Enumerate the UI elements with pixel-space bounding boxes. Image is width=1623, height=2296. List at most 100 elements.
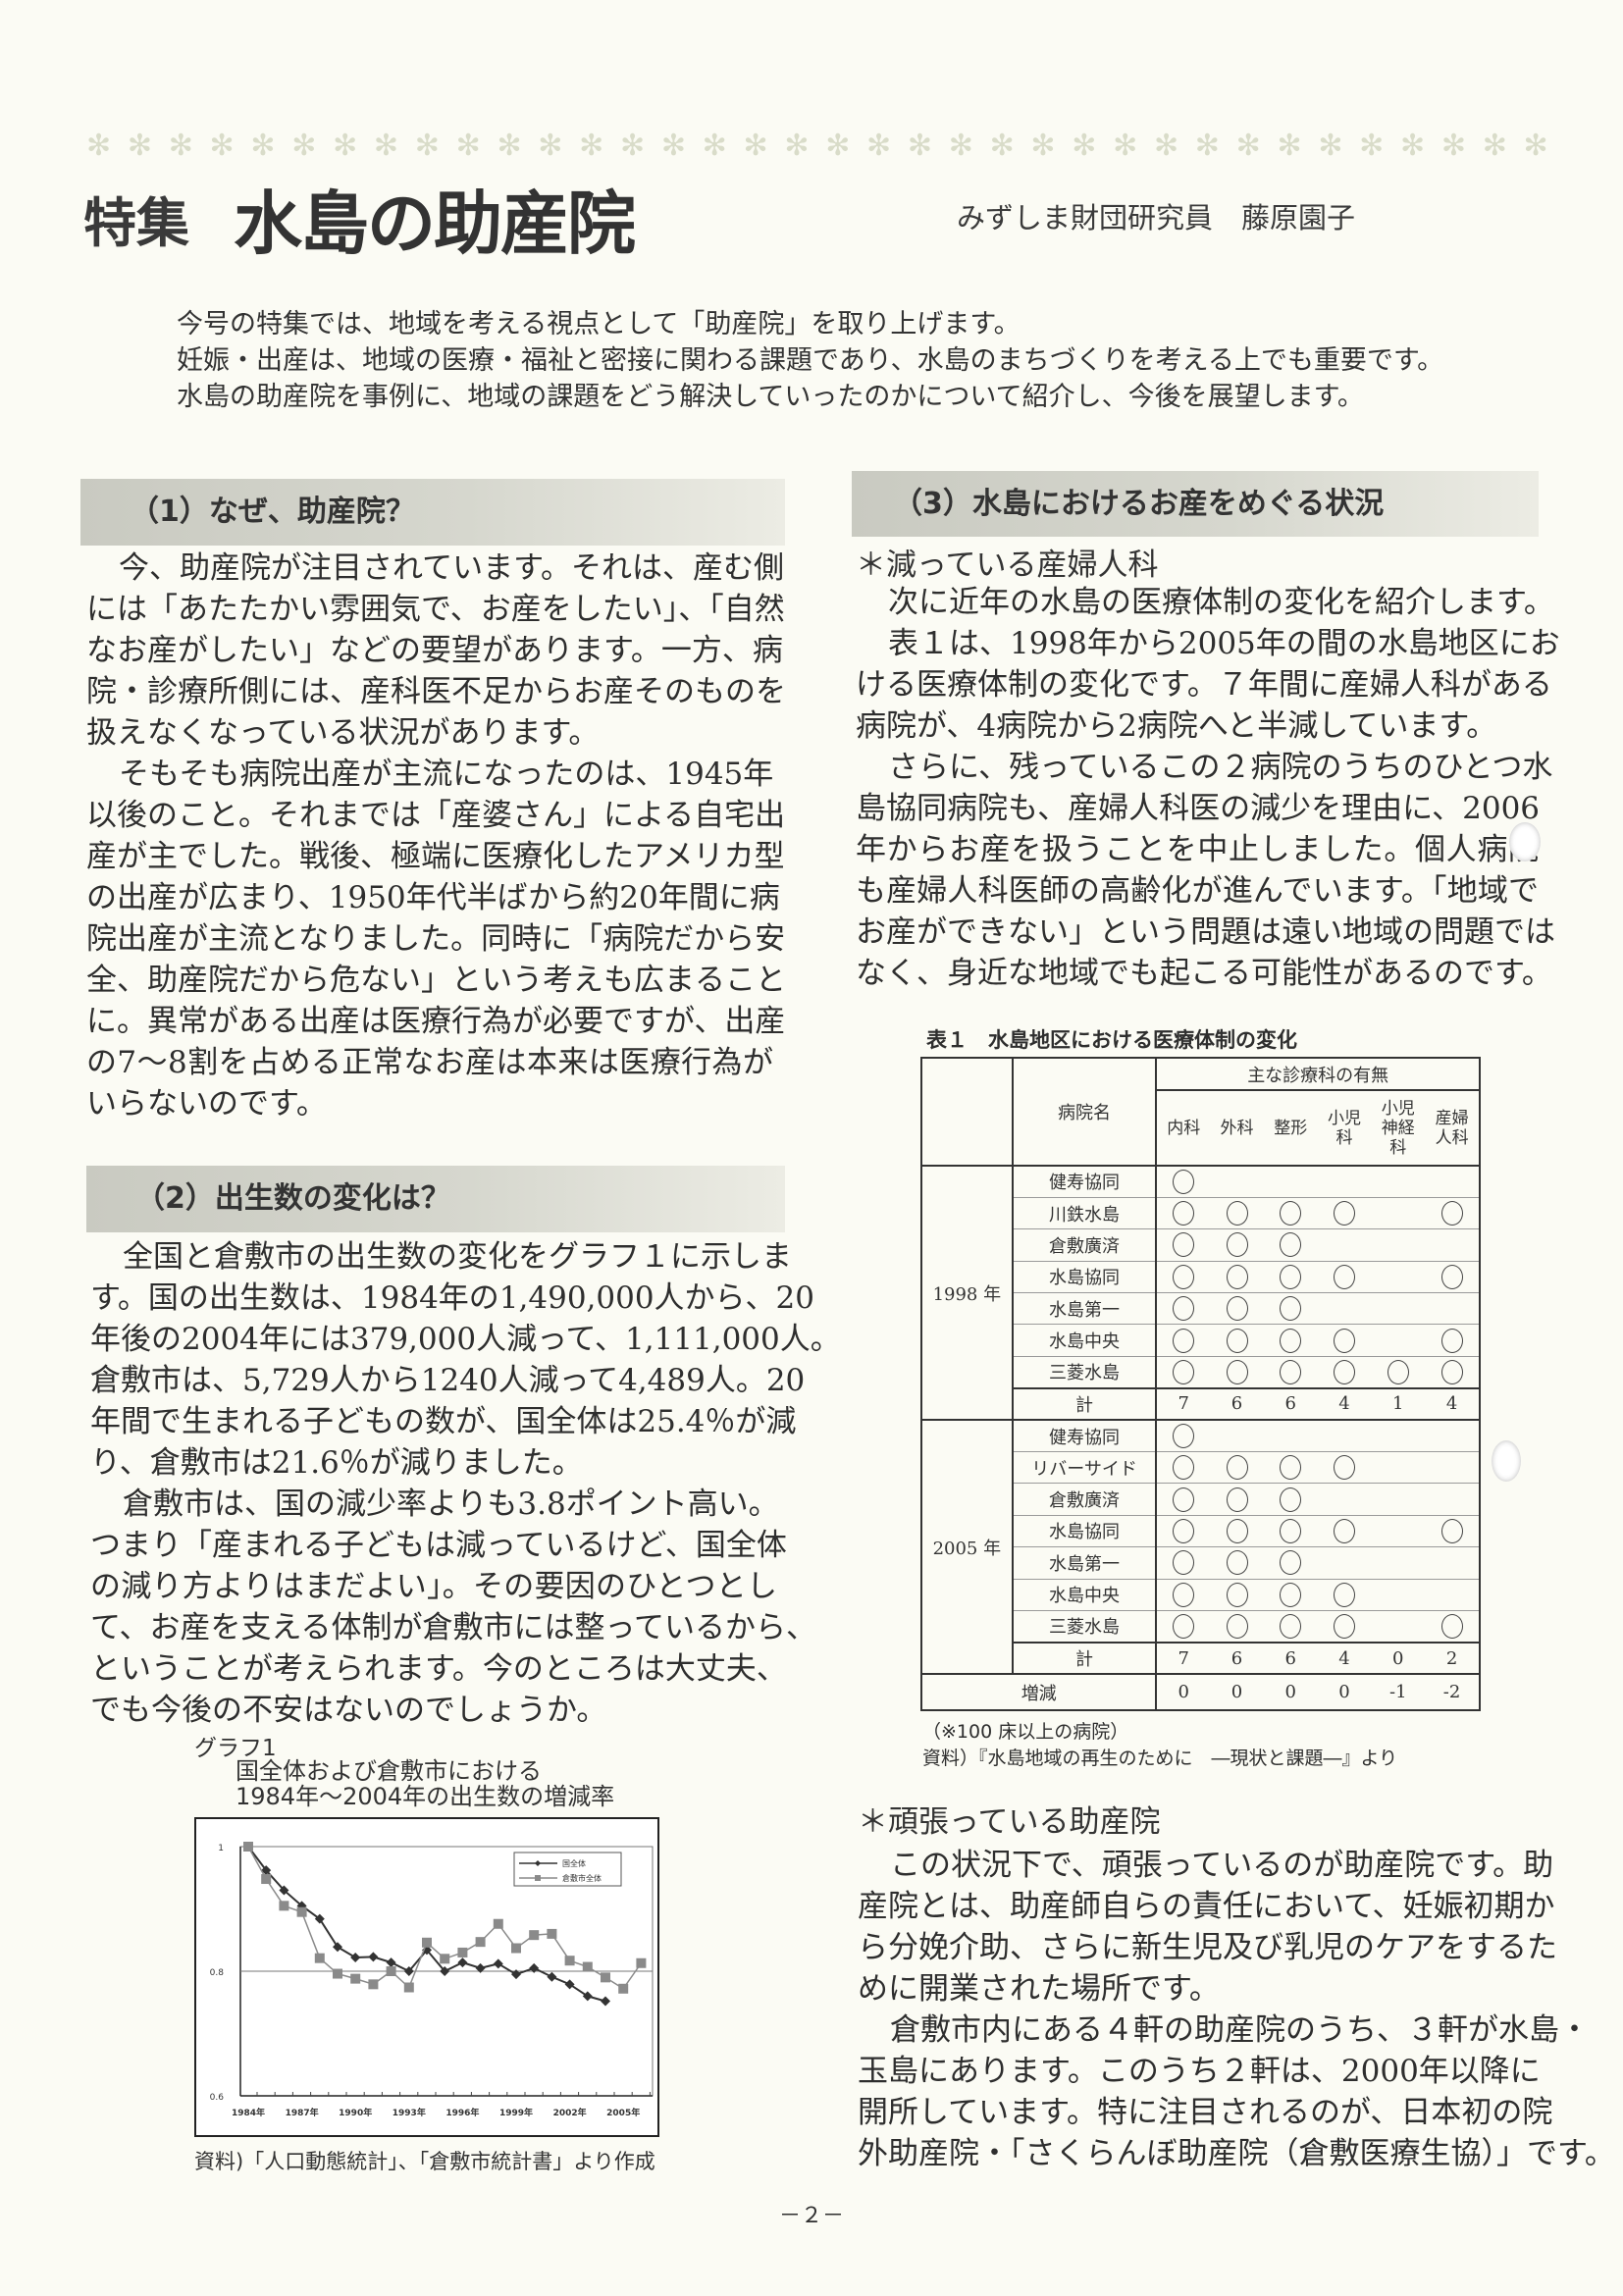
department-cell (1425, 1324, 1481, 1357)
birth-rate-line-chart: 1 0.8 0.6 1984年 1987年 1990年 1993年 1996年 1999年 200… (194, 1817, 659, 2137)
x-tick-label: 1999年 (499, 2107, 533, 2118)
change-value: -2 (1425, 1673, 1481, 1712)
department-label: 整形 (1274, 1118, 1308, 1138)
table-row: 水島第一 (921, 1292, 1481, 1326)
department-cell (1210, 1165, 1264, 1198)
legend-marker-diamond (535, 1860, 541, 1866)
change-value: 0 (1263, 1673, 1318, 1712)
department-cell (1156, 1419, 1211, 1453)
department-cell (1317, 1483, 1372, 1516)
section1-heading: （1）なぜ、助産院？ (130, 495, 415, 529)
text-line: 外助産院・「さくらんぼ助産院（倉敷医療生協）」です。 (858, 2136, 1615, 2171)
department-cell (1371, 1228, 1426, 1262)
department-cell (1425, 1483, 1481, 1516)
circle-mark-icon (1226, 1455, 1248, 1481)
circle-mark-icon (1226, 1232, 1248, 1258)
circle-mark-icon (1280, 1582, 1302, 1607)
text-line: 島協同病院も、産婦人科医の減少を理由に、2006 (856, 791, 1541, 826)
circle-mark-icon (1334, 1359, 1356, 1384)
circle-mark-icon (1173, 1201, 1195, 1226)
department-cell (1156, 1228, 1211, 1262)
data-point-diamond (493, 1958, 503, 1969)
total-value: 1 (1371, 1386, 1426, 1422)
legend-marker-square (535, 1875, 541, 1881)
text-line: 次に近年の水島の医療体制の変化を紹介します。 (888, 585, 1554, 620)
section2-heading: （2）出生数の変化は？ (135, 1181, 450, 1216)
star-ornament-icon: ✻ (497, 129, 522, 163)
table-row: 水島第一 (921, 1546, 1481, 1580)
department-cell (1210, 1324, 1264, 1357)
department-cell (1263, 1609, 1318, 1644)
section3-body-2: この状況下で、頑張っているのが助産院です。助 産院とは、助産師自らの責任において、… (858, 1845, 1615, 2174)
circle-mark-icon (1226, 1359, 1248, 1384)
department-cell (1156, 1292, 1211, 1326)
department-cell (1317, 1260, 1372, 1294)
change-value: 0 (1156, 1673, 1211, 1712)
graph-title-line: 1984年～2004年の出生数の増減率 (236, 1783, 615, 1810)
circle-mark-icon (1280, 1264, 1302, 1289)
data-point-square (296, 1906, 307, 1917)
department-cell (1263, 1483, 1318, 1516)
subheading-midwifery-homes: ＊頑張っている助産院 (858, 1804, 1161, 1840)
hospital-name: 水島協同 (1011, 1260, 1158, 1294)
intro-line: 今号の特集では、地域を考える視点として「助産院」を取り上げます。 (177, 309, 1021, 339)
circle-mark-icon (1173, 1582, 1195, 1607)
department-cell (1317, 1324, 1372, 1357)
year-cell: 2005 年 (920, 1419, 1014, 1676)
text-line: の出産が広まり、1950年代半ばから約20年間に病 (86, 880, 780, 915)
graph-source: 資料)「人口動態統計」、「倉敷市統計書」より作成 (194, 2150, 655, 2173)
star-ornament-icon: ✻ (86, 129, 112, 163)
change-row: 増減 0 0 0 0 -1 -2 (919, 1673, 1481, 1712)
circle-mark-icon (1226, 1328, 1248, 1353)
data-point-square (475, 1937, 486, 1948)
hospital-name: 水島中央 (1011, 1324, 1158, 1357)
x-tick-label: 2005年 (606, 2107, 640, 2118)
table-row: 水島協同 (921, 1260, 1481, 1294)
section1-body: 今、助産院が注目されています。それは、産む側 には「あたたかい雰囲気で、お産をした… (86, 548, 786, 1124)
data-point-square (368, 1979, 379, 1990)
total-value: 7 (1156, 1386, 1211, 1422)
star-ornament-icon: ✻ (1400, 129, 1426, 163)
department-cell (1371, 1578, 1426, 1611)
circle-mark-icon (1226, 1201, 1248, 1226)
department-cell (1263, 1292, 1318, 1326)
department-cell (1317, 1514, 1372, 1548)
department-cell (1156, 1483, 1211, 1516)
change-value: 0 (1317, 1673, 1372, 1712)
department-header: 小児科 (1317, 1089, 1372, 1167)
department-label: 外科 (1220, 1118, 1254, 1138)
table-row: 三菱水島 (921, 1609, 1481, 1644)
star-ornament-icon: ✻ (538, 129, 563, 163)
table-row: 水島中央 (921, 1324, 1481, 1357)
year-header (920, 1057, 1014, 1167)
data-point-square (601, 1972, 610, 1983)
data-point-diamond (403, 1966, 414, 1976)
data-point-square (279, 1901, 289, 1911)
department-cell (1210, 1546, 1264, 1580)
department-label: 神経 (1381, 1118, 1415, 1138)
star-ornament-icon: ✻ (1113, 129, 1138, 163)
intro-line: 妊娠・出産は、地域の医療・福祉と密接に関わる課題であり、水島のまちづくりを考える… (177, 345, 1444, 376)
circle-mark-icon (1387, 1359, 1409, 1384)
text-line: 扱えなくなっている状況があります。 (86, 715, 600, 751)
author-byline: みずしま財団研究員 藤原園子 (957, 201, 1356, 235)
graph-title-line: 国全体および倉敷市における (236, 1757, 542, 1785)
department-cell (1156, 1355, 1211, 1389)
text-line: て、お産を支える体制が倉敷市には整っているから、 (90, 1610, 816, 1645)
star-ornament-icon: ✻ (1030, 129, 1056, 163)
department-cell (1263, 1546, 1318, 1580)
department-cell (1263, 1260, 1318, 1294)
department-cell (1263, 1578, 1318, 1611)
hospital-name-header: 病院名 (1011, 1057, 1158, 1167)
circle-mark-icon (1226, 1487, 1248, 1512)
circle-mark-icon (1334, 1264, 1356, 1289)
legend-label: 倉敷市全体 (562, 1873, 602, 1883)
star-ornament-icon: ✻ (455, 129, 481, 163)
total-value: 6 (1210, 1641, 1264, 1676)
circle-mark-icon (1173, 1424, 1195, 1449)
department-cell (1371, 1483, 1426, 1516)
data-point-square (386, 1966, 396, 1976)
data-point-square (564, 1956, 575, 1966)
data-point-diamond (386, 1957, 396, 1968)
hospital-name: 三菱水島 (1011, 1609, 1158, 1644)
